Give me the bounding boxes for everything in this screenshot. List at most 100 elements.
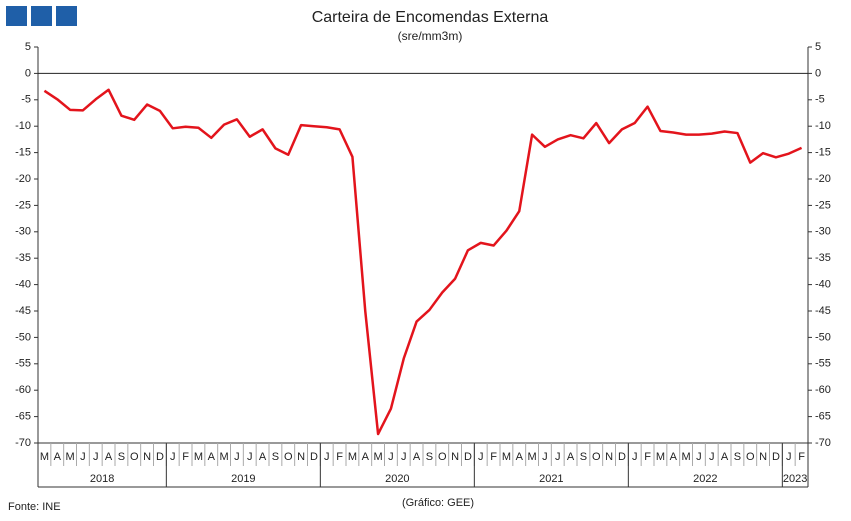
x-tick-label: J bbox=[709, 451, 715, 463]
x-tick-label: N bbox=[605, 451, 613, 463]
y-tick-label: 5 bbox=[25, 41, 31, 53]
x-tick-label: S bbox=[272, 451, 279, 463]
x-tick-label: A bbox=[670, 451, 678, 463]
x-tick-label: S bbox=[426, 451, 433, 463]
y2-tick-label: -45 bbox=[815, 305, 831, 317]
y2-tick-label: -20 bbox=[815, 173, 831, 185]
x-tick-label: S bbox=[734, 451, 741, 463]
x-tick-label: N bbox=[297, 451, 305, 463]
x-tick-label: J bbox=[170, 451, 176, 463]
source: Fonte: INE bbox=[8, 501, 61, 513]
x-tick-label: D bbox=[156, 451, 164, 463]
y-tick-label: -65 bbox=[15, 411, 31, 423]
x-tick-label: D bbox=[310, 451, 318, 463]
x-tick-label: D bbox=[618, 451, 626, 463]
credit: (Gráfico: GEE) bbox=[402, 497, 474, 509]
x-tick-label: M bbox=[681, 451, 690, 463]
x-tick-label: M bbox=[656, 451, 665, 463]
x-tick-label: J bbox=[786, 451, 792, 463]
year-label: 2022 bbox=[693, 473, 717, 485]
x-tick-label: A bbox=[413, 451, 421, 463]
x-tick-label: A bbox=[259, 451, 267, 463]
x-tick-label: J bbox=[542, 451, 548, 463]
x-tick-label: J bbox=[324, 451, 330, 463]
x-tick-label: D bbox=[772, 451, 780, 463]
x-tick-label: F bbox=[644, 451, 651, 463]
y-tick-label: -15 bbox=[15, 147, 31, 159]
x-tick-label: O bbox=[438, 451, 447, 463]
logo-square bbox=[31, 6, 52, 26]
y-tick-label: -50 bbox=[15, 331, 31, 343]
x-tick-label: F bbox=[182, 451, 189, 463]
y2-tick-label: -15 bbox=[815, 147, 831, 159]
x-tick-label: M bbox=[194, 451, 203, 463]
x-tick-label: O bbox=[592, 451, 601, 463]
data-line bbox=[43, 88, 803, 436]
y2-tick-label: -5 bbox=[815, 94, 825, 106]
x-tick-label: A bbox=[721, 451, 729, 463]
year-label: 2018 bbox=[90, 473, 114, 485]
x-tick-label: J bbox=[388, 451, 394, 463]
year-label: 2023 bbox=[783, 473, 807, 485]
y2-tick-label: -60 bbox=[815, 384, 831, 396]
x-tick-label: O bbox=[746, 451, 755, 463]
x-tick-label: J bbox=[247, 451, 253, 463]
x-tick-label: M bbox=[527, 451, 536, 463]
y2-tick-label: -55 bbox=[815, 358, 831, 370]
x-tick-label: A bbox=[516, 451, 524, 463]
x-tick-label: J bbox=[555, 451, 561, 463]
y2-tick-label: -25 bbox=[815, 199, 831, 211]
y-tick-label: -30 bbox=[15, 226, 31, 238]
x-tick-label: M bbox=[219, 451, 228, 463]
x-tick-label: A bbox=[208, 451, 216, 463]
y-tick-label: -25 bbox=[15, 199, 31, 211]
x-tick-label: O bbox=[130, 451, 139, 463]
y-tick-label: -5 bbox=[21, 94, 31, 106]
x-tick-label: A bbox=[105, 451, 113, 463]
x-tick-label: F bbox=[336, 451, 343, 463]
year-label: 2021 bbox=[539, 473, 563, 485]
x-tick-label: J bbox=[401, 451, 407, 463]
y-tick-label: -40 bbox=[15, 279, 31, 291]
y2-tick-label: -50 bbox=[815, 331, 831, 343]
x-tick-label: A bbox=[362, 451, 370, 463]
y2-tick-label: -30 bbox=[815, 226, 831, 238]
y2-tick-label: -35 bbox=[815, 252, 831, 264]
chart-title: Carteira de Encomendas Externa bbox=[312, 9, 549, 26]
x-tick-label: M bbox=[348, 451, 357, 463]
y-tick-label: -55 bbox=[15, 358, 31, 370]
x-tick-label: D bbox=[464, 451, 472, 463]
logo-square bbox=[56, 6, 77, 26]
x-tick-label: J bbox=[80, 451, 86, 463]
y-tick-label: -10 bbox=[15, 120, 31, 132]
y-tick-label: 0 bbox=[25, 67, 31, 79]
year-label: 2020 bbox=[385, 473, 409, 485]
year-label: 2019 bbox=[231, 473, 255, 485]
y-tick-label: -60 bbox=[15, 384, 31, 396]
x-tick-label: J bbox=[696, 451, 702, 463]
y2-tick-label: -10 bbox=[815, 120, 831, 132]
y-tick-label: -20 bbox=[15, 173, 31, 185]
logo-square bbox=[6, 6, 27, 26]
x-tick-label: J bbox=[93, 451, 99, 463]
x-tick-label: A bbox=[54, 451, 62, 463]
x-tick-label: O bbox=[284, 451, 293, 463]
x-tick-label: M bbox=[65, 451, 74, 463]
x-tick-label: F bbox=[490, 451, 497, 463]
x-tick-label: M bbox=[373, 451, 382, 463]
x-tick-label: N bbox=[451, 451, 459, 463]
x-tick-label: N bbox=[759, 451, 767, 463]
x-tick-label: J bbox=[478, 451, 484, 463]
y2-tick-label: -40 bbox=[815, 279, 831, 291]
chart-subtitle: (sre/mm3m) bbox=[398, 29, 463, 43]
y-tick-label: -35 bbox=[15, 252, 31, 264]
x-tick-label: J bbox=[234, 451, 240, 463]
x-tick-label: M bbox=[40, 451, 49, 463]
x-tick-label: S bbox=[118, 451, 125, 463]
x-tick-label: J bbox=[632, 451, 638, 463]
x-tick-label: N bbox=[143, 451, 151, 463]
x-tick-label: M bbox=[502, 451, 511, 463]
y2-tick-label: -70 bbox=[815, 437, 831, 449]
x-tick-label: A bbox=[567, 451, 575, 463]
